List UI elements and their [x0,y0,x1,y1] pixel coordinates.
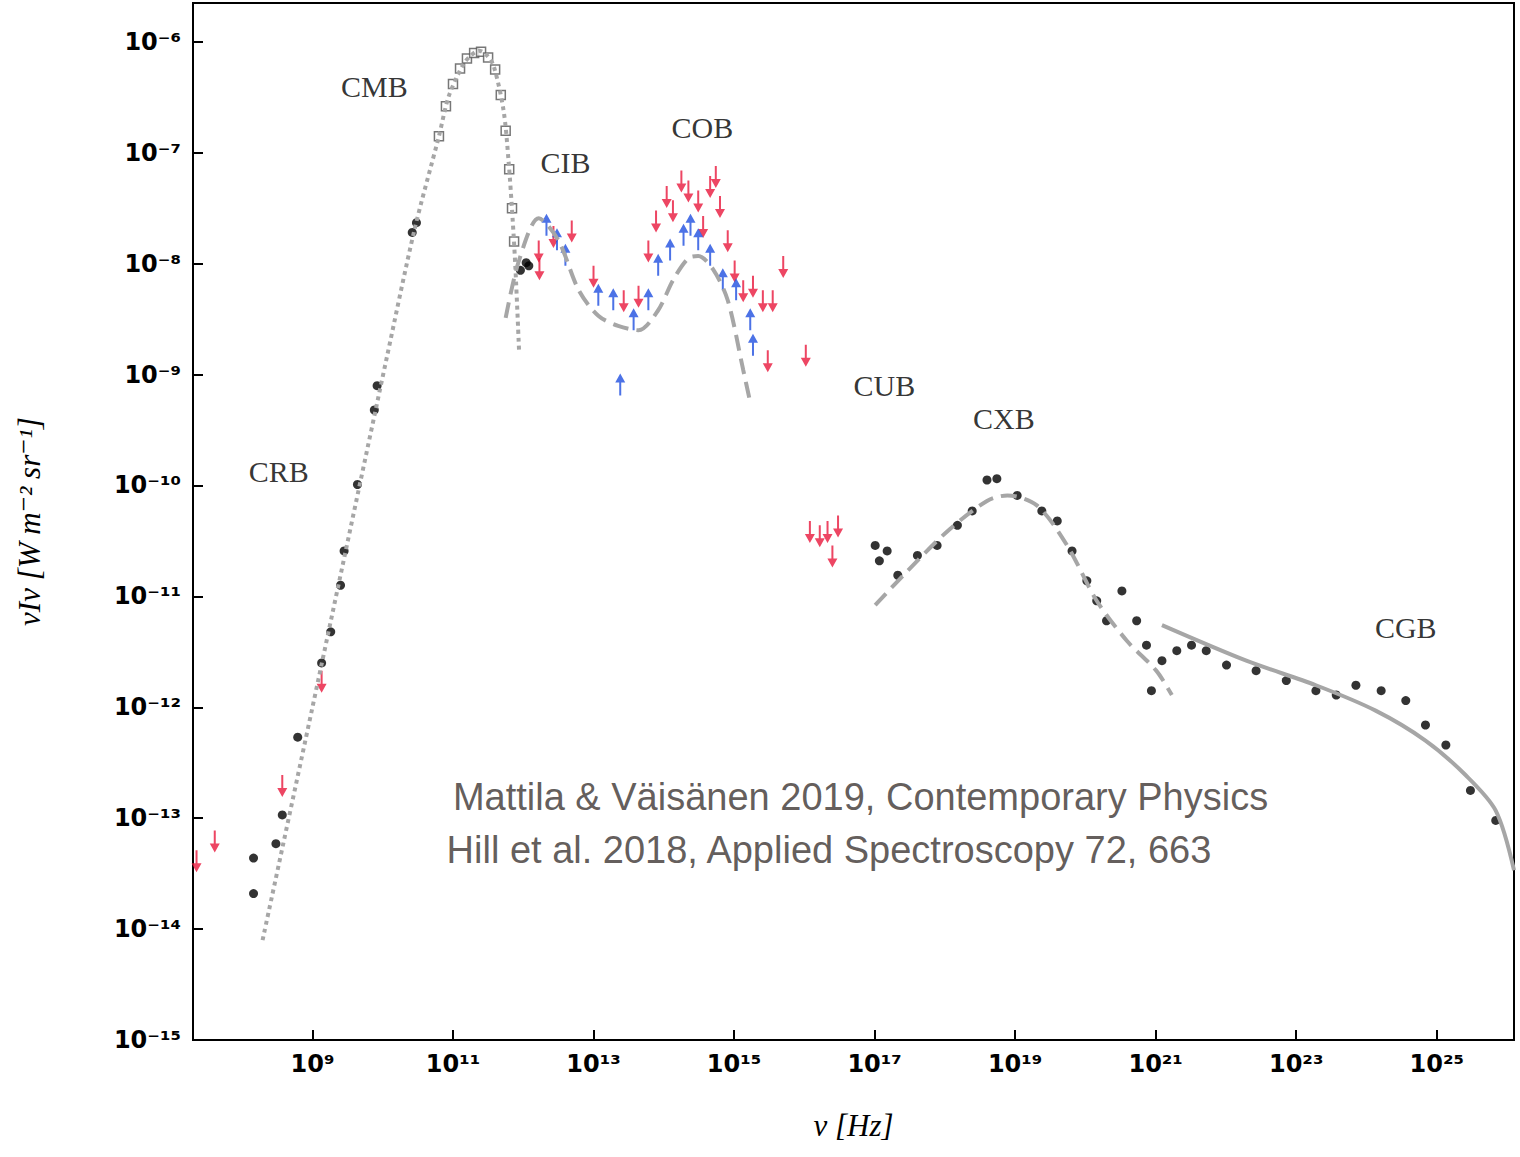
svg-text:10²³: 10²³ [1269,1050,1323,1078]
svg-text:10⁻¹⁵: 10⁻¹⁵ [114,1026,181,1054]
svg-text:10¹⁹: 10¹⁹ [988,1050,1042,1078]
svg-text:10⁻¹³: 10⁻¹³ [114,804,181,832]
svg-text:Mattila & Väisänen 2019, Conte: Mattila & Väisänen 2019, Contemporary Ph… [453,776,1268,818]
svg-text:CGB: CGB [1375,611,1437,644]
svg-text:10⁹: 10⁹ [290,1050,334,1078]
svg-text:10¹⁵: 10¹⁵ [707,1050,761,1078]
svg-text:CXB: CXB [973,402,1035,435]
svg-text:10⁻⁶: 10⁻⁶ [124,28,181,56]
svg-text:CRB: CRB [249,455,309,488]
svg-text:10¹⁷: 10¹⁷ [847,1050,901,1078]
svg-text:10⁻¹¹: 10⁻¹¹ [114,582,181,610]
svg-text:CIB: CIB [540,146,590,179]
svg-text:10⁻¹⁴: 10⁻¹⁴ [114,915,181,943]
svg-text:10¹³: 10¹³ [566,1050,620,1078]
svg-text:10¹¹: 10¹¹ [426,1050,480,1078]
svg-text:10²¹: 10²¹ [1128,1050,1182,1078]
svg-text:νIν [W m⁻² sr⁻¹]: νIν [W m⁻² sr⁻¹] [12,417,47,626]
svg-text:ν [Hz]: ν [Hz] [813,1108,893,1143]
svg-text:10⁻⁷: 10⁻⁷ [124,139,181,167]
svg-text:10⁻⁸: 10⁻⁸ [124,250,181,278]
svg-text:CMB: CMB [341,70,408,103]
svg-text:10⁻¹⁰: 10⁻¹⁰ [114,471,181,499]
svg-text:COB: COB [672,111,734,144]
svg-text:CUB: CUB [854,369,916,402]
svg-text:10⁻⁹: 10⁻⁹ [124,361,181,389]
svg-text:10²⁵: 10²⁵ [1409,1050,1463,1078]
svg-text:Hill et al. 2018, Applied Spec: Hill et al. 2018, Applied Spectroscopy 7… [447,829,1212,871]
svg-text:10⁻¹²: 10⁻¹² [114,693,181,721]
